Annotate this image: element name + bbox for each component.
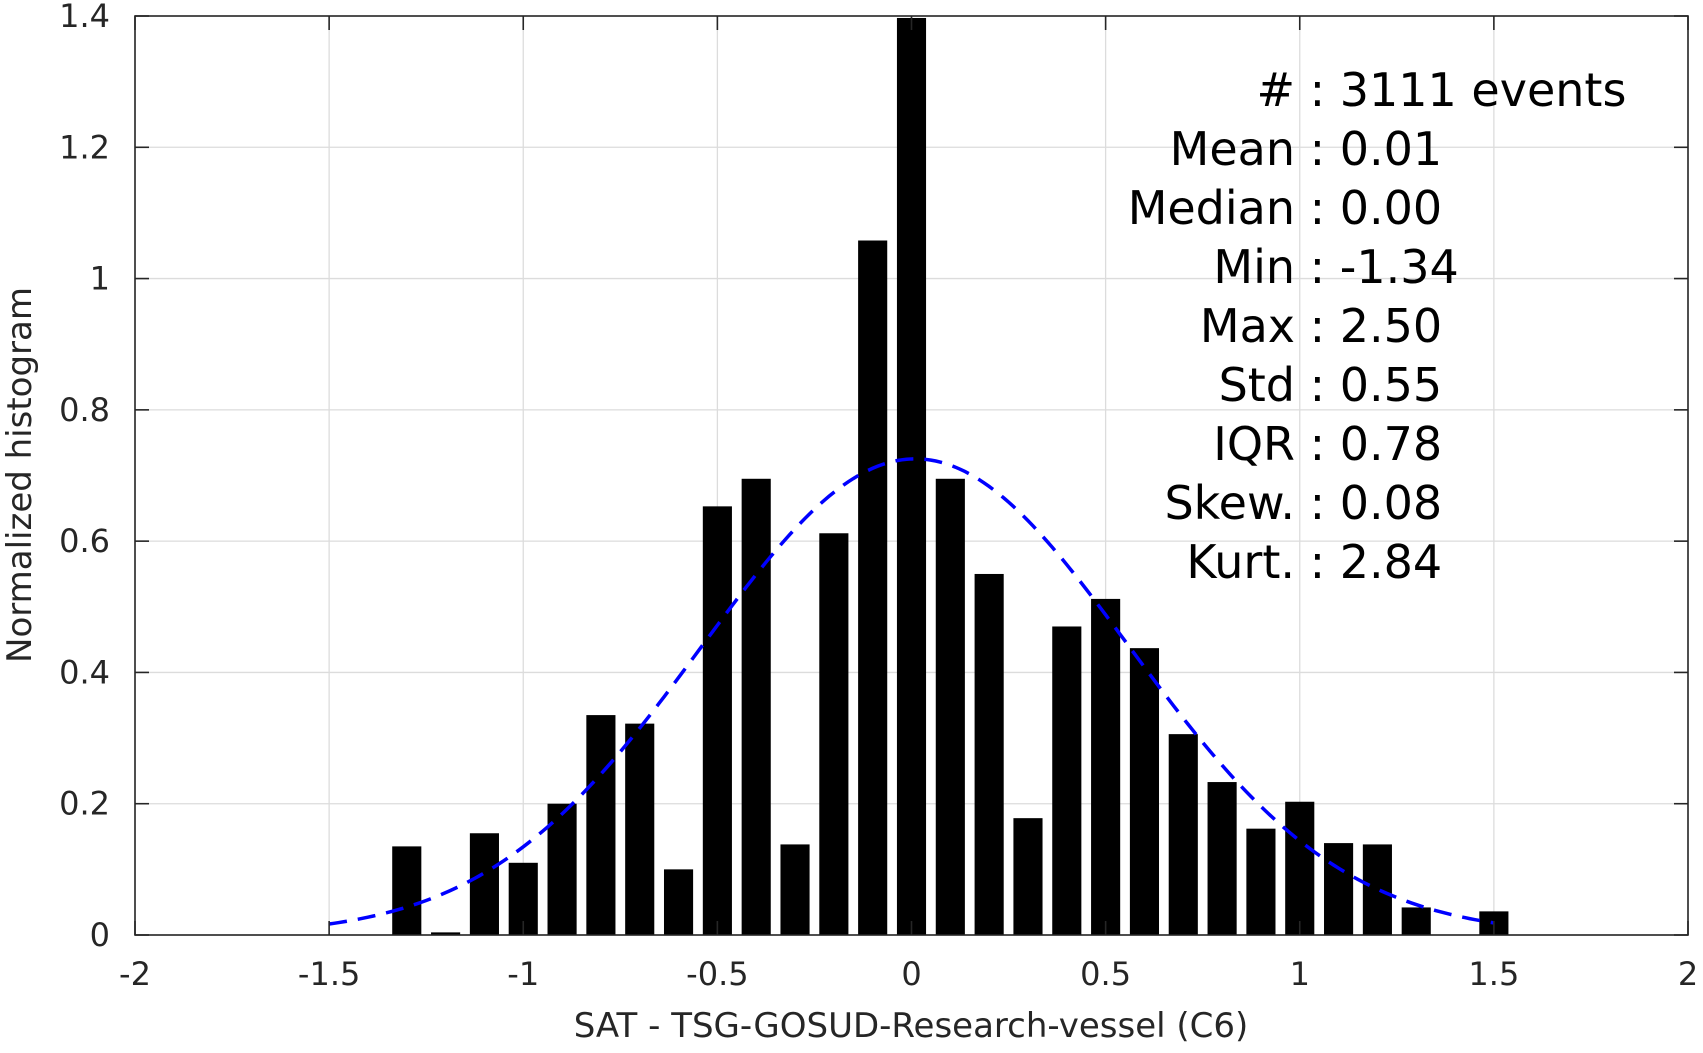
stat-value: : 3111 events [1295,63,1626,117]
y-tick-label: 0.2 [59,785,110,823]
histogram-bar [702,506,732,935]
stat-label: Min [1213,240,1295,294]
x-tick-label: -1.5 [298,955,360,993]
y-tick-labels: 0 0.2 0.4 0.6 0.8 1 1.2 1.4 [59,0,110,954]
stat-label: Kurt. [1186,535,1295,589]
y-tick-label: 0.4 [59,653,110,691]
x-tick-label: -0.5 [686,955,748,993]
stat-value: : 0.00 [1295,181,1442,235]
histogram-bar [1091,598,1121,935]
stat-value: : 2.50 [1295,299,1442,353]
histogram-bar [974,573,1004,935]
histogram-bars [392,17,1509,936]
stat-value: : 0.01 [1295,122,1442,176]
stat-label: # [1256,63,1295,117]
y-tick-label: 1.2 [59,128,110,166]
histogram-bar [896,17,927,935]
histogram-bar [1362,844,1392,935]
stat-value: : 0.55 [1295,358,1442,412]
histogram-bar [1207,782,1237,935]
histogram-bar [1052,626,1082,935]
y-tick-label: 0.8 [59,391,110,429]
histogram-bar [1401,907,1431,935]
x-axis-title: SAT - TSG-GOSUD-Research-vessel (C6) [574,1006,1249,1046]
histogram-bar [586,715,616,935]
histogram-bar [1285,801,1315,935]
y-axis-title: Normalized histogram [0,287,40,663]
x-tick-labels: -2 -1.5 -1 -0.5 0 0.5 1 1.5 2 [119,955,1698,993]
stat-label: Median [1128,181,1295,235]
stat-label: Skew. [1164,476,1295,530]
stat-value: : -1.34 [1295,240,1459,294]
histogram-bar [741,478,771,935]
histogram-bar [935,478,965,935]
x-tick-label: -1 [507,955,539,993]
stat-label: Max [1200,299,1295,353]
histogram-bar [858,240,888,936]
histogram-bar [547,803,577,935]
histogram-bar [819,533,849,935]
stat-label: IQR [1213,417,1295,471]
histogram-bar [431,932,461,935]
histogram-bar [663,869,694,935]
histogram-bar [780,844,810,935]
normal-fit-curve [328,457,1495,926]
stat-value: : 0.08 [1295,476,1442,530]
x-tick-label: 1 [1290,955,1310,993]
stat-label: Std [1219,358,1295,412]
stat-value: : 0.78 [1295,417,1442,471]
histogram-bar [469,833,499,935]
y-tick-label: 0.6 [59,522,110,560]
histogram-bar [625,723,655,935]
stat-label: Mean [1170,122,1295,176]
y-tick-label: 0 [90,916,110,954]
histogram-bar [1168,734,1198,935]
y-tick-label: 1 [90,260,110,298]
x-tick-label: -2 [119,955,151,993]
stat-value: : 2.84 [1295,535,1442,589]
y-tick-label: 1.4 [59,0,110,35]
histogram-bar [1013,818,1043,935]
x-tick-label: 1.5 [1468,955,1519,993]
x-tick-label: 2 [1678,955,1698,993]
histogram-bar [392,846,422,935]
x-tick-label: 0 [901,955,921,993]
histogram-bar [1129,648,1160,935]
histogram-bar [1246,828,1276,935]
x-tick-label: 0.5 [1080,955,1131,993]
histogram-bar [1324,843,1354,935]
axis-ticks [134,15,1689,936]
